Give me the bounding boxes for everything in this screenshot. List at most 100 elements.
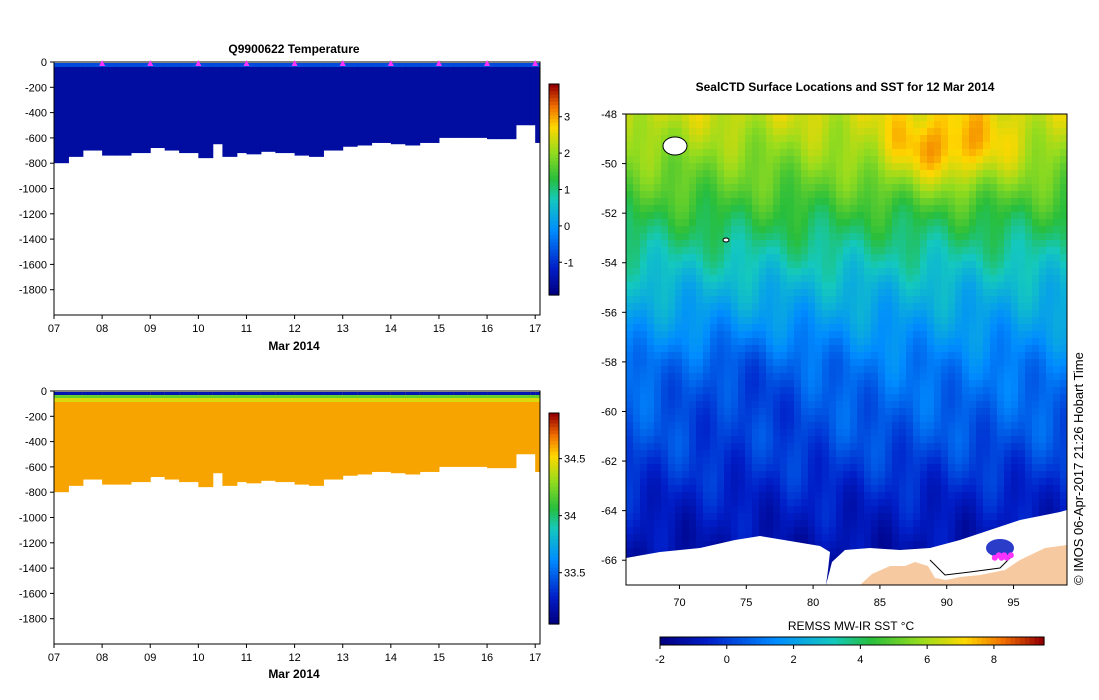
surface-layer-warm	[164, 63, 180, 67]
sst-cell	[745, 338, 753, 346]
sst-cell	[689, 422, 697, 430]
surface-layer-warm	[212, 63, 223, 67]
sst-cell	[822, 513, 830, 521]
sst-cell	[759, 506, 767, 514]
sst-cell	[696, 464, 704, 472]
section-profile-column	[102, 392, 118, 485]
sst-cell	[1053, 471, 1061, 479]
sst-cell	[878, 317, 886, 325]
sst-cell	[899, 268, 907, 276]
surface-layer-mixed	[275, 395, 296, 398]
sst-cell	[878, 170, 886, 178]
sst-cell	[1060, 380, 1068, 388]
sst-cell	[941, 303, 949, 311]
sst-cell	[829, 499, 837, 507]
sst-cell	[836, 177, 844, 185]
sst-cell	[731, 303, 739, 311]
sst-cell	[738, 471, 746, 479]
temperature-chart-title: Q9900622 Temperature	[228, 42, 360, 56]
sst-cell	[1060, 156, 1068, 164]
sst-cell	[745, 268, 753, 276]
sst-cell	[808, 366, 816, 374]
surface-layer-fresh	[487, 392, 503, 395]
sst-cell	[1032, 478, 1040, 486]
sst-cell	[661, 149, 669, 157]
sst-cell	[948, 534, 956, 542]
sst-cell	[836, 324, 844, 332]
sst-colorbar-segment	[924, 637, 930, 645]
sst-cell	[836, 352, 844, 360]
sst-cell	[1011, 387, 1019, 395]
sst-cell	[815, 478, 823, 486]
sst-cell	[682, 464, 690, 472]
sst-cell	[1004, 380, 1012, 388]
sst-cell	[647, 366, 655, 374]
sst-cell	[724, 282, 732, 290]
surface-layer-mixed	[260, 395, 276, 398]
sst-cell	[780, 219, 788, 227]
sst-cell	[920, 415, 928, 423]
sst-cell	[640, 212, 648, 220]
sst-cell	[1011, 373, 1019, 381]
sst-cell	[787, 226, 795, 234]
surface-layer-fresh	[357, 392, 373, 395]
sst-cell	[913, 212, 921, 220]
sst-cell	[969, 121, 977, 129]
sst-cell	[843, 121, 851, 129]
section-profile-column	[530, 63, 536, 126]
sst-cell	[766, 121, 774, 129]
sst-cell	[689, 527, 697, 535]
sst-cell	[724, 499, 732, 507]
sst-cell	[913, 282, 921, 290]
sst-cell	[738, 408, 746, 416]
sst-cell	[843, 345, 851, 353]
sst-cell	[1011, 478, 1019, 486]
sst-cell	[822, 226, 830, 234]
sst-cell	[752, 142, 760, 150]
sst-cell	[864, 184, 872, 192]
sst-cell	[934, 345, 942, 353]
sst-cell	[997, 149, 1005, 157]
sst-cell	[794, 303, 802, 311]
sst-cell	[731, 401, 739, 409]
colorbar-segment	[549, 490, 559, 495]
sst-cell	[948, 513, 956, 521]
sst-cell	[724, 219, 732, 227]
sst-cell	[773, 310, 781, 318]
sst-cell	[647, 352, 655, 360]
sst-colorbar-segment	[746, 637, 752, 645]
sst-cell	[1032, 268, 1040, 276]
surface-layer-fresh	[405, 392, 421, 395]
sst-cell	[1011, 184, 1019, 192]
sst-cell	[1018, 436, 1026, 444]
sst-cell	[962, 296, 970, 304]
sst-cell	[668, 331, 676, 339]
sst-cell	[731, 499, 739, 507]
sst-cell	[724, 261, 732, 269]
sst-cell	[661, 191, 669, 199]
sst-cell	[1018, 198, 1026, 206]
sst-cell	[640, 114, 648, 122]
surface-layer-transition	[222, 398, 238, 402]
sst-cell	[906, 219, 914, 227]
sst-cell	[1004, 450, 1012, 458]
sst-cell	[927, 478, 935, 486]
sst-cell	[794, 471, 802, 479]
sst-cell	[941, 492, 949, 500]
sst-cell	[1011, 275, 1019, 283]
sst-cell	[997, 457, 1005, 465]
sst-cell	[934, 177, 942, 185]
sst-cell	[1018, 289, 1026, 297]
sst-cell	[773, 506, 781, 514]
sst-cell	[717, 303, 725, 311]
sst-cell	[829, 170, 837, 178]
sst-cell	[689, 310, 697, 318]
sst-cell	[668, 121, 676, 129]
sst-cell	[626, 149, 634, 157]
sst-cell	[829, 191, 837, 199]
sst-cell	[1060, 471, 1068, 479]
sst-cell	[1025, 163, 1033, 171]
sst-cell	[1032, 261, 1040, 269]
sst-cell	[906, 485, 914, 493]
sst-cell	[864, 415, 872, 423]
